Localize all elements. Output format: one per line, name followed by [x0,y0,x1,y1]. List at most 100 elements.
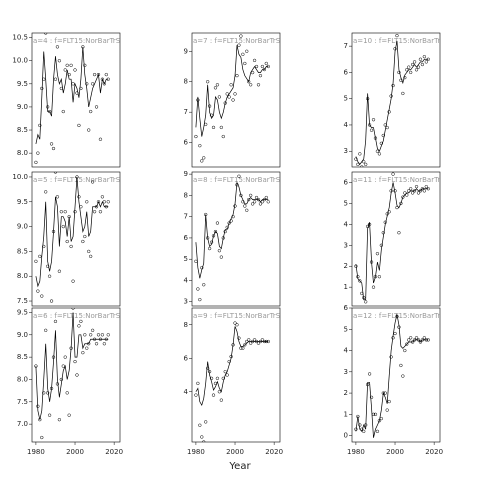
point [397,70,401,75]
point [239,193,243,198]
point [104,205,108,209]
point [360,165,364,167]
point [77,195,81,199]
point [258,73,263,78]
panel-label: a=6 : f=FLT15:NorBarTrS [33,312,121,320]
point [375,429,380,434]
point [249,341,253,345]
point [418,189,423,193]
point [227,95,231,99]
point [262,198,267,202]
point [36,404,40,408]
y-tick-label: 5 [344,95,348,103]
point [61,364,65,368]
point [422,54,427,59]
y-tick-label: 8 [184,321,188,329]
point [63,210,67,214]
point [418,57,423,61]
point [252,338,257,342]
point [38,254,42,259]
point [207,104,212,108]
point [412,60,417,64]
y-tick-label: 8.0 [17,272,28,280]
point [79,205,83,209]
point [67,72,71,77]
point [426,187,430,191]
point [266,64,270,69]
point [426,57,430,61]
panel: 7.5 8.0 8.5 9.0 9.5 10.0 a=5 : f=FLT15:NorBarT… [12,171,121,307]
point [424,338,428,342]
point [36,289,40,293]
y-tick-label: 6 [184,354,189,362]
point [414,68,419,72]
point [94,205,99,209]
y-tick-label: 9.5 [17,80,28,88]
point [205,80,210,84]
point [373,412,378,416]
point [385,212,389,216]
point [245,208,249,212]
point [194,134,198,139]
point [258,202,263,206]
y-tick-label: 10.5 [12,34,28,42]
y-tick-label: 9.0 [17,103,28,111]
point [102,82,107,86]
plot-area: a=8 : f=FLT15:NorBarTrS [193,174,280,302]
point [424,185,428,189]
point [365,97,370,101]
y-tick-label: 2 [344,389,348,397]
point [67,215,71,219]
point [260,338,265,342]
point [231,98,235,102]
point [397,325,401,329]
point [387,399,391,404]
point [407,189,411,193]
point [262,339,267,344]
y-tick-label: 8.5 [17,247,28,255]
point [194,259,198,263]
y-tick-label: 8.0 [17,375,28,383]
point [405,193,409,197]
panel: 3 4 5 6 7 a=10 : f=FLT15:NorBarTrS [344,32,441,168]
point [362,429,366,434]
point [397,231,401,235]
point [211,234,216,238]
panel-label: a=11 : f=FLT15:NorBarTrS [353,176,445,184]
point [231,343,235,347]
point [393,331,397,336]
point [204,212,208,217]
point [215,376,220,381]
point [92,337,97,341]
y-tick-label: 3 [184,298,188,306]
point [81,351,85,355]
point [213,381,218,386]
point [73,68,77,72]
y-tick-label: 8.5 [17,353,28,361]
point [209,113,214,117]
point [416,65,421,69]
point [383,220,387,224]
point [377,152,382,156]
point [241,52,245,56]
plot-area: a=9 : f=FLT15:NorBarTrS [193,312,280,442]
point [51,355,56,359]
panel: 1 2 3 4 5 6 a=11 : f=FLT15:NorBarTrS [344,171,445,307]
point [202,283,206,287]
panel-frame [351,171,441,307]
y-tick-label: 9.0 [17,331,28,339]
point [63,68,67,72]
point [221,376,225,381]
point [356,414,360,419]
point [34,259,38,263]
point [45,264,50,268]
x-tick-label: 2000 [66,448,84,456]
point [418,340,423,344]
point [243,204,247,208]
panel: 6 7 8 9 a=7 : f=FLT15:NorBarTrS [184,32,281,168]
panel-label: a=4 : f=FLT15:NorBarTrS [33,37,121,45]
point [391,172,395,176]
y-tick-label: 10.0 [12,173,28,181]
point [89,109,93,114]
